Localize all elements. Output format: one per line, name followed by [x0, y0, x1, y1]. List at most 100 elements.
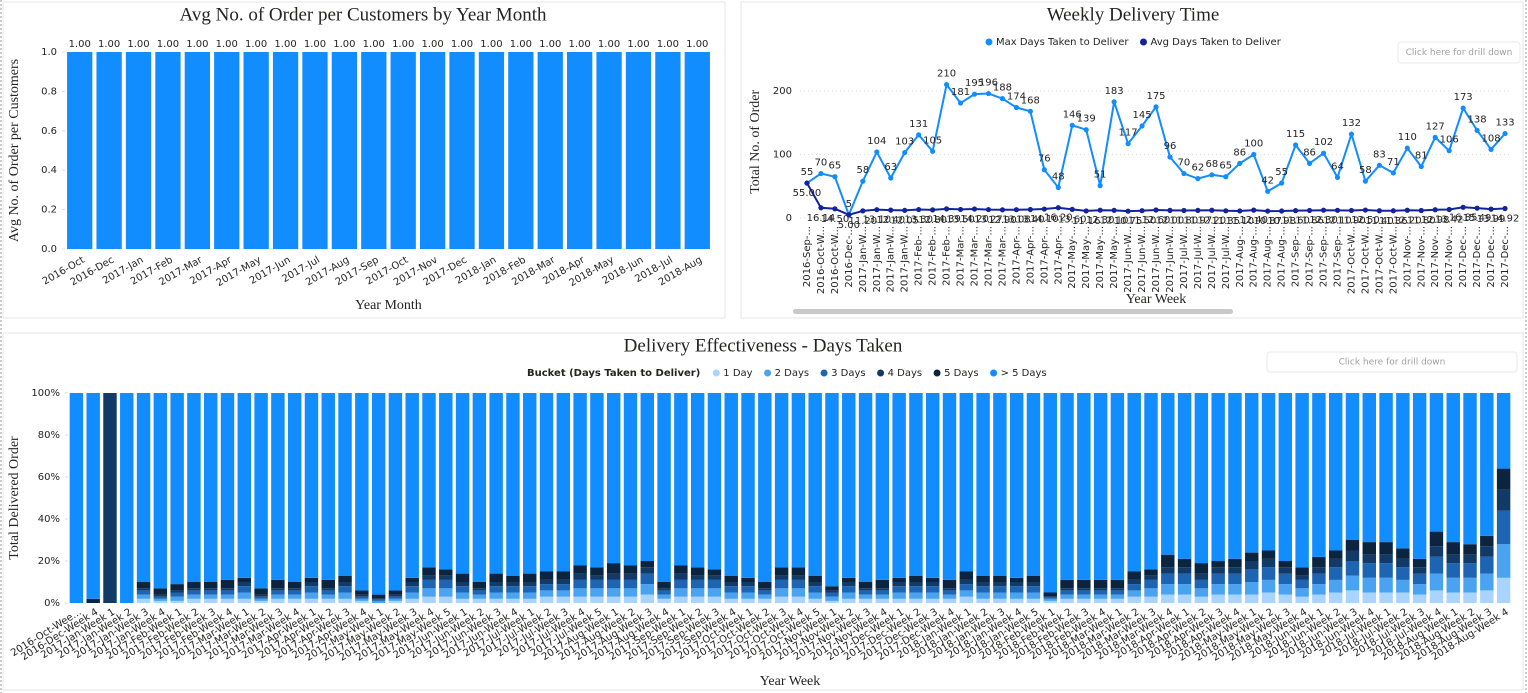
- data-label: 12.40: [1239, 215, 1268, 226]
- y-tick-label: 20%: [38, 556, 60, 567]
- bar-segment: [1127, 571, 1141, 580]
- bar-segment: [1345, 540, 1360, 551]
- drill-button[interactable]: Click here for drill down: [1397, 41, 1521, 64]
- bar-segment: [1446, 592, 1460, 603]
- x-tick-label: 2017-Feb-...: [914, 226, 925, 286]
- bar: [302, 52, 328, 249]
- data-label: 63: [884, 162, 897, 173]
- x-tick-label: 2017-Jun-W...: [1151, 226, 1162, 293]
- button-label[interactable]: Click here for drill down: [1406, 48, 1513, 58]
- data-label: 64: [1331, 161, 1344, 172]
- bar: [478, 52, 505, 249]
- button-box[interactable]: [1397, 41, 1521, 64]
- bar-segment: [741, 393, 755, 578]
- data-point: [902, 207, 908, 213]
- bar-segment: [170, 393, 184, 585]
- data-point: [1167, 207, 1173, 213]
- bar-segment: [439, 393, 453, 570]
- x-tick-label: 2017-Feb-...: [928, 226, 939, 286]
- bar-segment: [758, 594, 772, 599]
- data-point: [1306, 207, 1313, 214]
- bar-segment: [220, 588, 235, 591]
- bar-segment: [926, 582, 940, 587]
- x-tick-label: 2017-Jun-W...: [1123, 226, 1134, 293]
- bar-segment: [355, 393, 369, 591]
- data-point: [1432, 134, 1438, 140]
- bar: [508, 52, 534, 249]
- bar-segment: [523, 598, 537, 603]
- bar-segment: [271, 594, 285, 599]
- drill-button[interactable]: Click here for drill down: [1266, 351, 1518, 373]
- bar-segment: [204, 582, 218, 589]
- data-point: [1488, 206, 1494, 212]
- data-label: 11.50: [1128, 216, 1157, 227]
- bar-segment: [388, 393, 403, 591]
- bar-segment: [388, 590, 403, 595]
- bar-segment: [439, 596, 453, 603]
- bar-segment: [304, 586, 319, 593]
- bar: [449, 52, 475, 249]
- bar-segment: [506, 575, 520, 582]
- data-label: 1.00: [304, 39, 326, 50]
- y-tick-label: 0.2: [41, 205, 57, 216]
- data-label: 14.39: [932, 214, 961, 225]
- bar: [184, 52, 210, 249]
- y-tick-label: 0.4: [41, 165, 57, 176]
- data-point: [818, 170, 824, 177]
- bar-segment: [1043, 596, 1057, 599]
- data-point: [1083, 208, 1089, 214]
- button-box[interactable]: [1266, 351, 1518, 373]
- data-point: [1153, 104, 1159, 110]
- legend-marker: [1139, 38, 1147, 46]
- data-point: [930, 207, 936, 213]
- data-point: [1348, 207, 1355, 214]
- bar-segment: [338, 598, 352, 603]
- data-label: 16.20: [1044, 213, 1073, 224]
- data-point: [1460, 105, 1466, 111]
- data-label: 83: [1373, 149, 1386, 160]
- bar-segment: [657, 598, 671, 603]
- bar-segment: [153, 594, 168, 597]
- bar-segment: [287, 590, 302, 595]
- bar-segment: [573, 573, 587, 580]
- bar-segment: [1245, 393, 1259, 553]
- bar-segment: [741, 598, 755, 603]
- button-label[interactable]: Click here for drill down: [1339, 358, 1446, 368]
- bar-segment: [1228, 567, 1242, 574]
- scrollbar[interactable]: [793, 309, 1233, 314]
- x-tick-label: 2017-Dec-...: [1500, 226, 1511, 288]
- bar-segment: [1077, 598, 1091, 603]
- data-label: 1.00: [686, 39, 708, 50]
- y-axis-title: Total No. of Order: [748, 89, 763, 193]
- bar-segment: [1463, 544, 1477, 555]
- data-label: 42: [1261, 175, 1274, 186]
- bar-segment: [237, 582, 252, 587]
- bar-segment: [1261, 393, 1276, 551]
- x-tick-label: 2017-Aug-...: [1263, 226, 1274, 288]
- bar-segment: [489, 592, 503, 599]
- bar-segment: [1345, 393, 1360, 540]
- bar-segment: [1009, 393, 1024, 578]
- data-point: [916, 132, 922, 138]
- bar-segment: [1345, 575, 1360, 591]
- bar-segment: [858, 598, 873, 603]
- bar-segment: [1463, 554, 1477, 564]
- bar-segment: [254, 594, 268, 597]
- bar-segment: [1093, 588, 1108, 591]
- x-tick-label: 2017-Jan-W...: [900, 226, 911, 293]
- bar-segment: [170, 600, 184, 603]
- legend-marker: [933, 369, 941, 377]
- bar-segment: [1446, 554, 1460, 564]
- bar-segment: [489, 598, 503, 603]
- x-tick-label: 2017-Jun-W...: [1137, 226, 1148, 293]
- bar-segment: [1412, 567, 1427, 574]
- data-point: [1125, 208, 1131, 214]
- bar-segment: [1496, 468, 1511, 490]
- bar-segment: [1379, 554, 1393, 564]
- chart-title: Weekly Delivery Time: [1047, 4, 1220, 25]
- bar-segment: [858, 393, 873, 582]
- bar-segment: [1362, 554, 1376, 564]
- data-point: [1111, 99, 1117, 105]
- data-point: [1097, 207, 1103, 213]
